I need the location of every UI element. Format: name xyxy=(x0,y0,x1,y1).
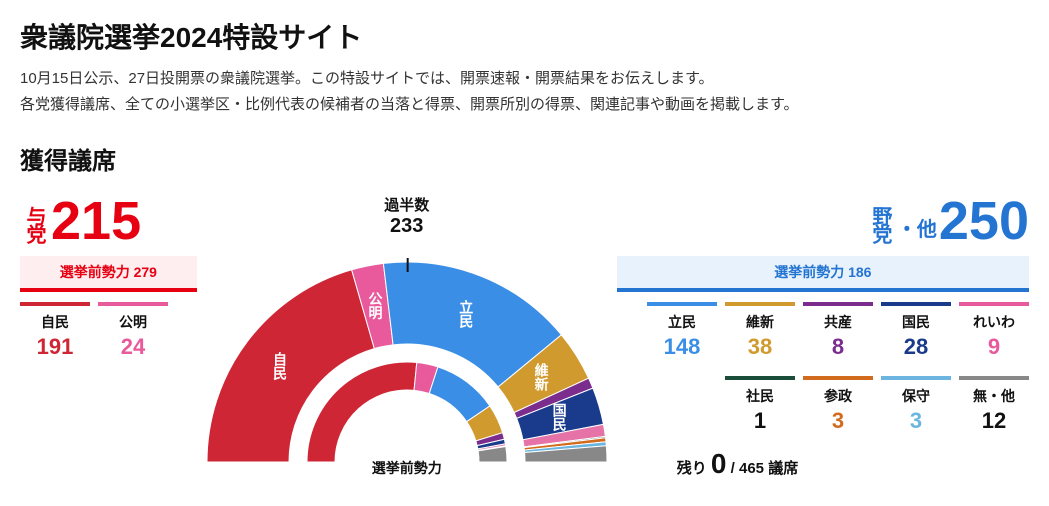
party-card-ldp[interactable]: 自民191 xyxy=(20,302,90,368)
party-name: れいわ xyxy=(967,312,1021,332)
party-seats: 148 xyxy=(655,334,709,360)
party-card-dpfp[interactable]: 国民28 xyxy=(881,302,951,368)
chart-column: 過半数 233 自民 公明 立民維新国民 選挙前勢力 xyxy=(197,194,617,482)
ruling-prior-label: 選挙前勢力 xyxy=(60,264,130,280)
ruling-prior-value: 279 xyxy=(134,264,157,280)
arc-label: 国民 xyxy=(552,402,566,432)
party-name: 共産 xyxy=(811,312,865,332)
party-name: 社民 xyxy=(733,386,787,406)
party-seats: 9 xyxy=(967,334,1021,360)
party-card-cdp[interactable]: 立民148 xyxy=(647,302,717,368)
arc-label: 自民 xyxy=(273,351,287,381)
arc-label: 公明 xyxy=(368,291,382,321)
arc-slice xyxy=(207,270,374,462)
opposition-prior-value: 186 xyxy=(848,264,871,280)
opposition-header: 野党 ・他 250 xyxy=(617,194,1029,248)
remaining-sep: / xyxy=(731,460,735,477)
remaining-suffix: 議席 xyxy=(768,460,798,477)
party-seats: 12 xyxy=(967,408,1021,434)
party-name: 保守 xyxy=(889,386,943,406)
ruling-header: 与党 215 xyxy=(20,194,197,248)
remaining-total: 465 xyxy=(739,460,764,477)
ruling-label: 与党 xyxy=(20,206,49,248)
party-seats: 8 xyxy=(811,334,865,360)
party-seats: 38 xyxy=(733,334,787,360)
opposition-label: 野党 xyxy=(866,206,895,248)
opposition-column: 野党 ・他 250 選挙前勢力 186 立民148維新38共産8国民28れいわ9… xyxy=(617,194,1029,480)
opposition-prior: 選挙前勢力 186 xyxy=(617,256,1029,292)
ruling-prior: 選挙前勢力 279 xyxy=(20,256,197,292)
party-card-reiwa[interactable]: れいわ9 xyxy=(959,302,1029,368)
majority-marker: 過半数 233 xyxy=(197,194,617,238)
arc-label: 維新 xyxy=(534,362,548,392)
party-seats: 3 xyxy=(811,408,865,434)
party-card-sdp[interactable]: 社民1 xyxy=(725,376,795,442)
party-seats: 28 xyxy=(889,334,943,360)
party-name: 維新 xyxy=(733,312,787,332)
desc-line-1: 10月15日公示、27日投開票の衆議院選挙。この特設サイトでは、開票速報・開票結… xyxy=(20,70,714,87)
party-card-other[interactable]: 無・他12 xyxy=(959,376,1029,442)
party-seats: 191 xyxy=(28,334,82,360)
party-name: 自民 xyxy=(28,312,82,332)
party-card-ishin[interactable]: 維新38 xyxy=(725,302,795,368)
seat-chart: 自民 公明 立民維新国民 選挙前勢力 xyxy=(197,242,617,482)
remaining-seats: 残り 0 / 465 議席 xyxy=(617,448,1029,480)
remaining-value: 0 xyxy=(711,448,727,479)
party-name: 立民 xyxy=(655,312,709,332)
party-name: 無・他 xyxy=(967,386,1021,406)
arc-label: 立民 xyxy=(459,299,473,329)
page-description: 10月15日公示、27日投開票の衆議院選挙。この特設サイトでは、開票速報・開票結… xyxy=(20,66,1029,117)
section-title-seats: 獲得議席 xyxy=(20,141,1029,176)
opposition-seats: 250 xyxy=(939,194,1029,248)
opposition-suffix: ・他 xyxy=(897,213,937,248)
majority-value: 233 xyxy=(197,215,617,238)
party-name: 国民 xyxy=(889,312,943,332)
party-card-komei[interactable]: 公明24 xyxy=(98,302,168,368)
party-seats: 3 xyxy=(889,408,943,434)
seat-chart-svg: 自民 公明 立民維新国民 xyxy=(197,242,617,472)
majority-label: 過半数 xyxy=(197,194,617,215)
party-name: 参政 xyxy=(811,386,865,406)
party-card-jcp[interactable]: 共産8 xyxy=(803,302,873,368)
ruling-column: 与党 215 選挙前勢力 279 自民191公明24 xyxy=(20,194,197,368)
ruling-seats: 215 xyxy=(51,194,141,248)
party-seats: 24 xyxy=(106,334,160,360)
party-card-hoshu[interactable]: 保守3 xyxy=(881,376,951,442)
party-seats: 1 xyxy=(733,408,787,434)
party-name: 公明 xyxy=(106,312,160,332)
opposition-party-grid: 立民148維新38共産8国民28れいわ9社民1参政3保守3無・他12 xyxy=(617,302,1029,442)
seats-layout: 与党 215 選挙前勢力 279 自民191公明24 過半数 233 自民公明立… xyxy=(20,194,1029,482)
prev-power-label: 選挙前勢力 xyxy=(372,458,442,478)
opposition-prior-label: 選挙前勢力 xyxy=(774,264,844,280)
page-title: 衆議院選挙2024特設サイト xyxy=(20,16,1029,56)
desc-line-2: 各党獲得議席、全ての小選挙区・比例代表の候補者の当落と得票、開票所別の得票、関連… xyxy=(20,96,799,113)
remaining-prefix: 残り xyxy=(677,460,707,477)
party-card-sansei[interactable]: 参政3 xyxy=(803,376,873,442)
ruling-party-grid: 自民191公明24 xyxy=(20,302,197,368)
